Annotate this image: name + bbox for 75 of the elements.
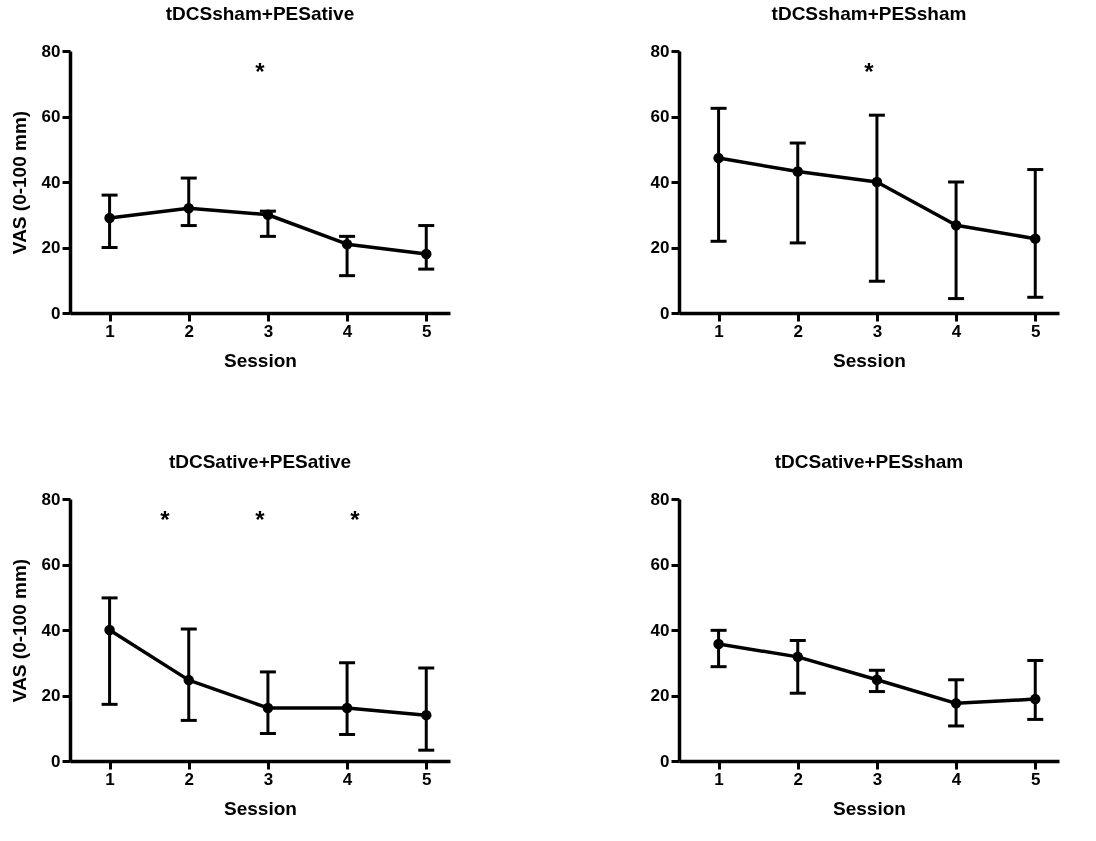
y-tick-label: 60 — [41, 555, 61, 574]
annotation: * — [350, 506, 361, 533]
x-tick-label: 2 — [793, 321, 803, 341]
x-tick-label: 4 — [342, 769, 353, 789]
x-tick-label: 4 — [951, 321, 962, 341]
x-tick-label: 1 — [105, 769, 115, 789]
x-tick-label: 3 — [263, 321, 274, 341]
y-tick-label: 80 — [41, 41, 61, 61]
point — [713, 152, 724, 164]
annotation: * — [864, 58, 875, 85]
x-tick-label: 3 — [872, 769, 883, 789]
point — [104, 624, 115, 636]
x-axis-title: Session — [224, 797, 297, 819]
y-tick-label: 60 — [650, 107, 670, 126]
y-tick-label: 40 — [41, 172, 61, 192]
x-tick-label: 5 — [1031, 321, 1041, 341]
y-tick-label: 0 — [51, 303, 61, 323]
point — [1030, 233, 1041, 244]
x-tick-label: 4 — [342, 321, 353, 341]
x-tick-label: 5 — [422, 321, 432, 341]
point — [421, 709, 432, 721]
annotation: * — [255, 58, 266, 85]
chart-title: tDCSative+PESsham — [774, 451, 964, 472]
y-tick-label: 60 — [650, 555, 670, 574]
y-tick-label: 40 — [41, 620, 61, 640]
x-tick-label: 2 — [184, 769, 194, 789]
y-tick-label: 40 — [650, 620, 670, 640]
point — [183, 202, 194, 214]
y-tick-label: 80 — [41, 489, 61, 509]
point — [421, 248, 432, 260]
x-tick-label: 3 — [263, 769, 274, 789]
y-tick-label: 60 — [41, 107, 61, 126]
x-tick-label: 5 — [1031, 769, 1041, 789]
y-axis-title: VAS (0-100 mm) — [8, 558, 30, 703]
y-tick-label: 20 — [650, 686, 670, 705]
x-tick-label: 5 — [422, 769, 432, 789]
annotation: * — [160, 506, 171, 533]
x-tick-label: 3 — [872, 321, 883, 341]
y-axis-title: VAS (0-100 mm) — [8, 110, 30, 255]
y-tick-label: 80 — [650, 41, 670, 61]
point — [792, 651, 803, 663]
point — [262, 209, 274, 220]
point — [341, 702, 353, 714]
y-tick-label: 0 — [660, 303, 670, 323]
point — [183, 674, 194, 686]
x-tick-label: 2 — [793, 769, 803, 789]
point — [871, 674, 883, 686]
chart-title: tDCSsham+PESsham — [771, 3, 967, 24]
point — [792, 166, 803, 177]
y-tick-label: 20 — [650, 238, 670, 257]
y-tick-label: 20 — [41, 686, 61, 705]
y-tick-label: 0 — [660, 751, 670, 771]
chart-title: tDCSsham+PESative — [165, 3, 355, 24]
y-tick-label: 80 — [650, 489, 670, 509]
point — [713, 638, 724, 650]
x-tick-label: 1 — [714, 321, 724, 341]
point — [341, 238, 353, 250]
x-tick-label: 1 — [714, 769, 724, 789]
x-axis-title: Session — [833, 797, 906, 819]
point — [950, 698, 962, 709]
point — [262, 702, 274, 714]
point — [104, 212, 115, 224]
x-tick-label: 2 — [184, 321, 194, 341]
x-tick-label: 1 — [105, 321, 115, 341]
y-tick-label: 0 — [51, 751, 61, 771]
y-tick-label: 40 — [650, 172, 670, 192]
point — [1030, 693, 1041, 705]
annotation: * — [255, 506, 266, 533]
x-axis-title: Session — [224, 349, 297, 371]
x-tick-label: 4 — [951, 769, 962, 789]
x-axis-title: Session — [833, 349, 906, 371]
point — [950, 220, 962, 231]
y-tick-label: 20 — [41, 238, 61, 257]
chart-title: tDCSative+PESative — [168, 451, 352, 472]
point — [871, 176, 883, 188]
